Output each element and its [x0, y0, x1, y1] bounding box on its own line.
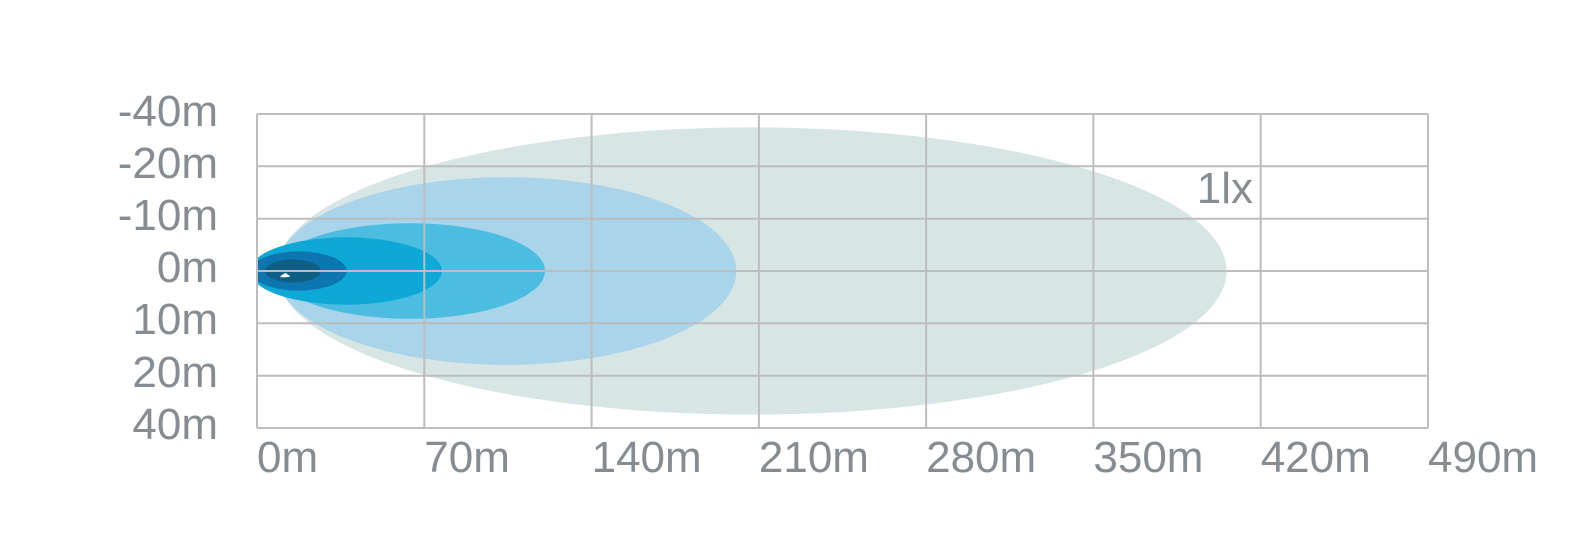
svg-text:350m: 350m — [1093, 433, 1203, 482]
svg-text:490m: 490m — [1428, 433, 1538, 482]
svg-text:140m: 140m — [592, 433, 702, 482]
svg-text:1lx: 1lx — [1197, 164, 1253, 213]
svg-text:0m: 0m — [257, 433, 318, 482]
svg-text:70m: 70m — [424, 433, 510, 482]
svg-text:-20m: -20m — [118, 139, 218, 188]
svg-text:-40m: -40m — [118, 87, 218, 136]
svg-text:280m: 280m — [926, 433, 1036, 482]
svg-text:10m: 10m — [132, 295, 218, 344]
svg-text:420m: 420m — [1261, 433, 1371, 482]
svg-text:-10m: -10m — [118, 191, 218, 240]
svg-text:40m: 40m — [132, 400, 218, 449]
svg-text:210m: 210m — [759, 433, 869, 482]
svg-text:0m: 0m — [157, 243, 218, 292]
svg-text:20m: 20m — [132, 348, 218, 397]
